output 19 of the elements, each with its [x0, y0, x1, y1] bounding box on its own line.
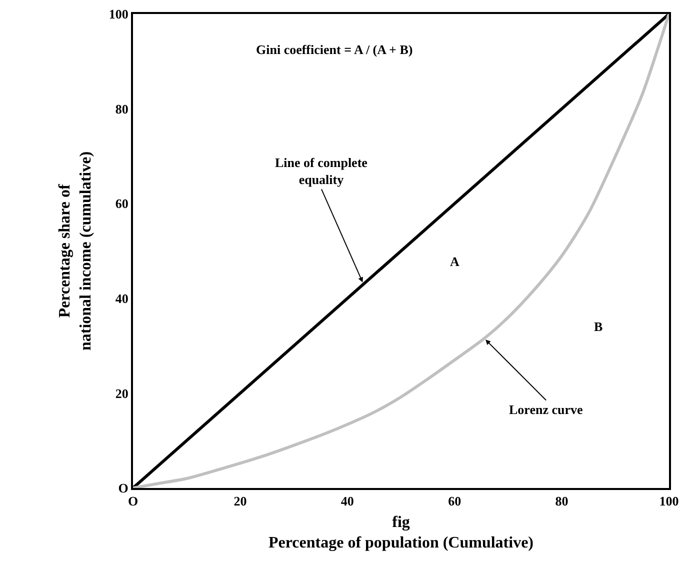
y-axis-title: Percentage share of national income (cumulative) [56, 151, 94, 351]
x-tick-label: 20 [234, 494, 247, 509]
y-tick-label: O [118, 480, 128, 496]
annotation: Lorenz curve [509, 402, 583, 417]
annotation: B [594, 319, 603, 334]
annotation: Line of complete equality [275, 155, 368, 187]
y-tick-label: 100 [108, 6, 128, 22]
x-tick-label: 80 [555, 494, 568, 509]
x-axis-title: fig Percentage of population (Cumulative) [268, 514, 534, 552]
x-tick-label: 40 [340, 494, 354, 509]
y-tick-label: 80 [115, 101, 128, 116]
annotation: Gini coefficient = A / (A + B) [256, 42, 413, 57]
annotation: A [450, 254, 460, 269]
y-tick-label: 20 [115, 386, 128, 401]
y-tick-label: 60 [115, 196, 128, 212]
x-tick-label: 100 [659, 494, 679, 509]
x-tick-label: 60 [448, 494, 462, 509]
y-tick-label: 40 [115, 290, 128, 306]
x-tick-label: O [128, 494, 138, 509]
